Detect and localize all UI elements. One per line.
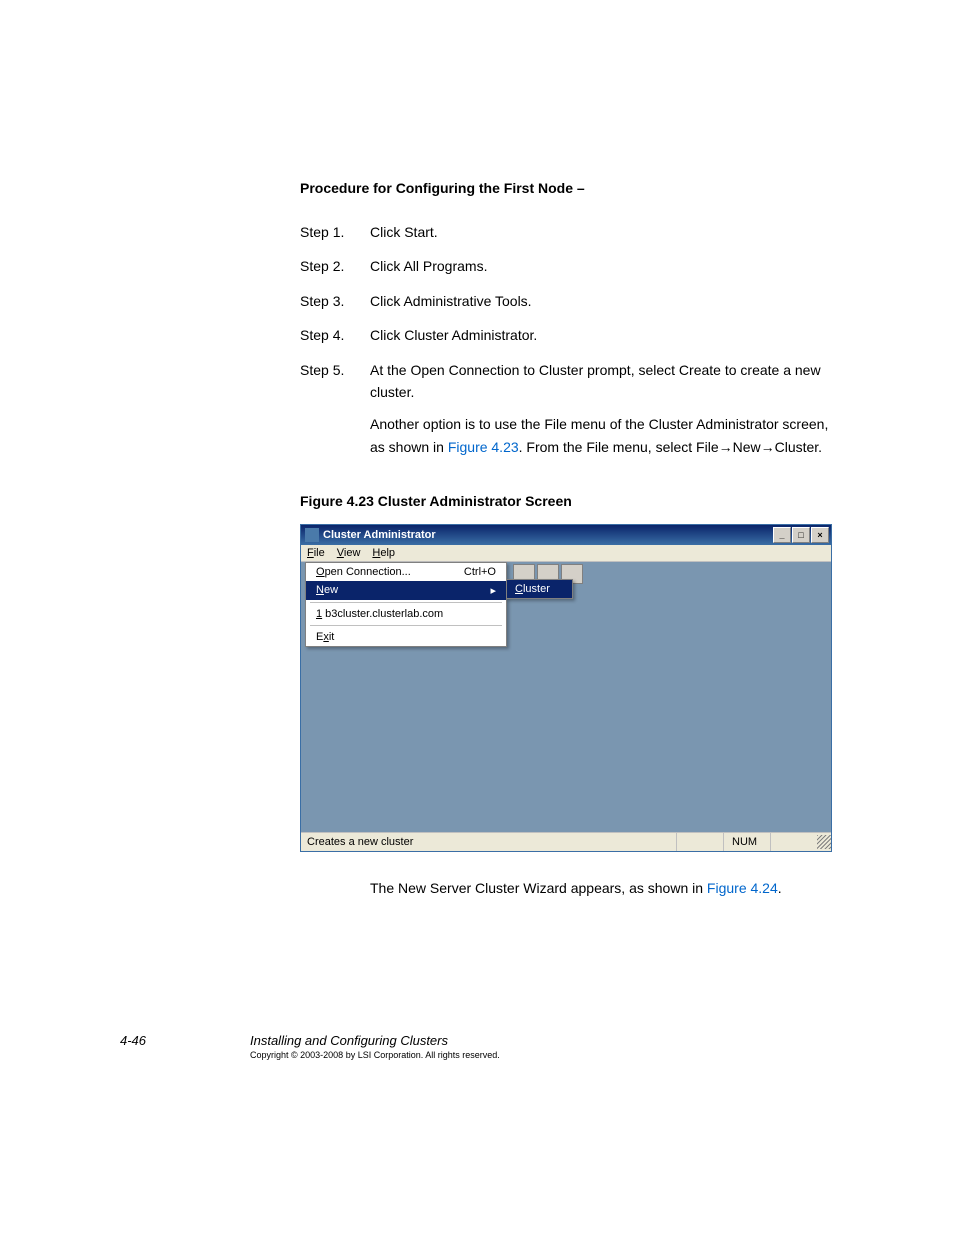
status-text: Creates a new cluster	[301, 836, 676, 848]
cluster-admin-window: Cluster Administrator _ □ × File View He…	[300, 524, 832, 852]
menu-shortcut: Ctrl+O	[464, 566, 496, 578]
footer-title: Installing and Configuring Clusters	[250, 1033, 500, 1048]
footer-text: Installing and Configuring Clusters Copy…	[250, 1033, 500, 1060]
procedure-heading: Procedure for Configuring the First Node…	[300, 180, 834, 196]
after-figure-pre: The New Server Cluster Wizard appears, a…	[370, 880, 707, 896]
window-title: Cluster Administrator	[323, 529, 772, 541]
step5-para2: Another option is to use the File menu o…	[370, 413, 834, 458]
step-label: Step 1.	[300, 221, 370, 243]
step-row: Step 4. Click Cluster Administrator.	[300, 324, 834, 346]
after-figure-text: The New Server Cluster Wizard appears, a…	[370, 877, 834, 899]
submenu-item-cluster[interactable]: Cluster	[507, 580, 572, 598]
app-icon	[305, 528, 319, 542]
after-figure-post: .	[778, 880, 782, 896]
step-text: Click Administrative Tools.	[370, 290, 834, 312]
menu-separator	[310, 602, 502, 603]
maximize-button[interactable]: □	[792, 527, 810, 543]
menu-item-label: 1 b3cluster.clusterlab.com	[316, 608, 443, 620]
new-submenu: Cluster	[506, 579, 573, 599]
statusbar: Creates a new cluster NUM	[301, 832, 831, 851]
figure-caption: Figure 4.23 Cluster Administrator Screen	[300, 493, 834, 509]
menu-item-label: Open Connection...	[316, 566, 411, 578]
menu-help[interactable]: Help	[372, 547, 395, 559]
menu-separator	[310, 625, 502, 626]
step-label: Step 3.	[300, 290, 370, 312]
menu-view[interactable]: View	[337, 547, 361, 559]
page-footer: 4-46 Installing and Configuring Clusters…	[120, 1033, 834, 1060]
step-text: Click All Programs.	[370, 255, 834, 277]
step-row: Step 3. Click Administrative Tools.	[300, 290, 834, 312]
step-label: Step 5.	[300, 359, 370, 469]
menu-item-recent[interactable]: 1 b3cluster.clusterlab.com	[306, 605, 506, 623]
status-cell	[676, 833, 723, 851]
menu-item-open-connection[interactable]: Open Connection... Ctrl+O	[306, 563, 506, 581]
step-text: Click Start.	[370, 221, 834, 243]
menu-item-label: New	[316, 584, 338, 597]
figure-link[interactable]: Figure 4.23	[448, 439, 519, 455]
step-row: Step 2. Click All Programs.	[300, 255, 834, 277]
figure-link[interactable]: Figure 4.24	[707, 880, 778, 896]
titlebar: Cluster Administrator _ □ ×	[301, 525, 831, 545]
step-label: Step 4.	[300, 324, 370, 346]
file-dropdown-menu: Open Connection... Ctrl+O New ▸ 1 b3clus…	[305, 562, 507, 647]
step-row: Step 1. Click Start.	[300, 221, 834, 243]
step5-para2-post: . From the File menu, select File→New→Cl…	[519, 439, 822, 455]
menu-item-label: Exit	[316, 631, 334, 643]
resize-grip-icon[interactable]	[817, 835, 831, 849]
menu-file[interactable]: File	[307, 547, 325, 559]
close-button[interactable]: ×	[811, 527, 829, 543]
status-numlock: NUM	[723, 833, 770, 851]
step-text: Click Cluster Administrator.	[370, 324, 834, 346]
menu-item-exit[interactable]: Exit	[306, 628, 506, 646]
step-label: Step 2.	[300, 255, 370, 277]
status-cell	[770, 833, 817, 851]
client-area: Open Connection... Ctrl+O New ▸ 1 b3clus…	[301, 562, 831, 832]
step5-para1: At the Open Connection to Cluster prompt…	[370, 359, 834, 404]
minimize-button[interactable]: _	[773, 527, 791, 543]
menubar: File View Help	[301, 545, 831, 562]
footer-copyright: Copyright © 2003-2008 by LSI Corporation…	[250, 1050, 500, 1060]
page-number: 4-46	[120, 1033, 250, 1048]
menu-item-new[interactable]: New ▸	[306, 581, 506, 600]
submenu-arrow-icon: ▸	[490, 584, 496, 597]
step-row: Step 5. At the Open Connection to Cluste…	[300, 359, 834, 469]
step-text: At the Open Connection to Cluster prompt…	[370, 359, 834, 469]
